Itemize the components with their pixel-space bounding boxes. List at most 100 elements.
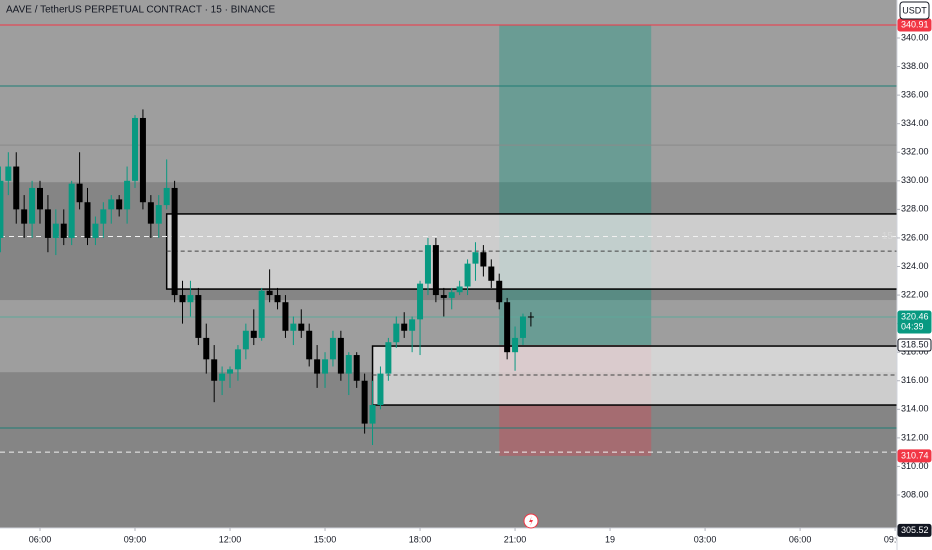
candle-body xyxy=(266,290,273,296)
candle-body xyxy=(424,245,431,284)
candle-body xyxy=(29,187,36,224)
candle-body xyxy=(456,286,463,293)
y-tick-label: 330.00 xyxy=(901,175,929,185)
y-tick-label: 334.00 xyxy=(901,118,929,128)
x-tick-label: 18:00 xyxy=(409,534,432,544)
candle-body xyxy=(432,245,439,296)
candle-body xyxy=(337,337,344,374)
candle-body xyxy=(274,295,281,303)
x-tick-label: 21:00 xyxy=(504,534,527,544)
candle-body xyxy=(187,295,194,303)
candle-body xyxy=(504,302,511,353)
candle-body xyxy=(314,359,321,374)
candle-body xyxy=(361,380,368,424)
candle-body xyxy=(440,295,447,298)
candle-body xyxy=(242,330,249,350)
candle-body xyxy=(155,205,162,224)
candle-body xyxy=(195,295,202,338)
candle-body xyxy=(250,330,257,338)
candle-body xyxy=(76,183,83,203)
x-tick-label: 03:00 xyxy=(694,534,717,544)
candle-body xyxy=(401,323,408,331)
price-tag-label: 320.46 xyxy=(901,311,929,321)
candle-body xyxy=(385,342,392,374)
price-tag-label: 318.50 xyxy=(901,339,929,349)
x-tick-label: 15:00 xyxy=(314,534,337,544)
y-tick-label: 310.00 xyxy=(901,461,929,471)
position-profit xyxy=(499,24,652,346)
candle-body xyxy=(345,355,352,374)
candle-body xyxy=(179,295,186,303)
candle-body xyxy=(512,337,519,353)
x-tick-label: 06:00 xyxy=(29,534,52,544)
candle-body xyxy=(377,373,384,406)
currency-button[interactable] xyxy=(899,1,930,20)
y-tick-label: 338.00 xyxy=(901,61,929,71)
replay-icon[interactable] xyxy=(523,513,539,529)
candle-body xyxy=(298,323,305,331)
plot: 15 xyxy=(0,24,897,528)
candle-body xyxy=(322,359,329,374)
candle-body xyxy=(219,373,226,381)
y-tick-label: 314.00 xyxy=(901,404,929,414)
axes: 308.00 310.00 312.00 314.00 316.00 318.00 320.… xyxy=(29,18,932,544)
y-tick-label: 324.00 xyxy=(901,261,929,271)
candle-body xyxy=(60,223,67,238)
candle-body xyxy=(480,252,487,267)
price-tag xyxy=(897,523,932,537)
candle-body xyxy=(124,180,131,210)
candle-body xyxy=(417,283,424,320)
y-tick-label: 340.00 xyxy=(901,32,929,42)
candle-body xyxy=(171,187,178,296)
candle-body xyxy=(448,292,455,298)
x-tick-label: 19 xyxy=(605,534,615,544)
candle-body xyxy=(472,252,479,264)
price-tag xyxy=(897,338,932,352)
y-tick-label: 318.00 xyxy=(901,347,929,357)
candle-body xyxy=(36,187,43,210)
candle-body xyxy=(353,355,360,381)
candle-body xyxy=(21,209,28,224)
candle-body xyxy=(290,323,297,331)
candle-body xyxy=(0,180,4,238)
candle-body xyxy=(92,223,99,238)
y-tick-label: 328.00 xyxy=(901,204,929,214)
candle-body xyxy=(211,359,218,381)
y-tick-label: 316.00 xyxy=(901,375,929,385)
candle-body xyxy=(527,316,534,318)
candle-body xyxy=(68,183,75,238)
candle-body xyxy=(464,263,471,287)
chart-title: AAVE / TetherUS PERPETUAL CONTRACT · 15 … xyxy=(6,5,275,16)
time-axis xyxy=(0,528,932,550)
price-tag-label: 305.52 xyxy=(901,525,929,535)
candle-body xyxy=(132,117,139,181)
candle-body xyxy=(329,337,336,360)
x-ticks: 06:00 09:00 12:00 15:00 18:00 21:00 19 03:00 06:… xyxy=(29,528,907,544)
y-tick-label: 322.00 xyxy=(901,289,929,299)
candle-body xyxy=(369,405,376,424)
candle-body xyxy=(496,280,503,303)
candle-body xyxy=(282,302,289,331)
x-tick-label: 09:00 xyxy=(884,534,907,544)
candle-body xyxy=(13,166,20,210)
x-tick-label: 12:00 xyxy=(219,534,242,544)
price-tag-label: 310.74 xyxy=(901,450,929,460)
candle-body xyxy=(519,316,526,338)
y-tick-label: 312.00 xyxy=(901,432,929,442)
candle-body xyxy=(306,330,313,360)
x-tick-label: 09:00 xyxy=(124,534,147,544)
candle-body xyxy=(100,209,107,224)
candle-body xyxy=(227,369,234,374)
candle-body xyxy=(52,223,59,238)
candle-body xyxy=(108,199,115,210)
price-tag xyxy=(897,449,932,463)
x-tick-label: 06:00 xyxy=(789,534,812,544)
candle-body xyxy=(116,199,123,210)
currency-label[interactable]: USDT xyxy=(902,5,927,15)
candle-body xyxy=(84,202,91,238)
candle-body xyxy=(163,187,170,206)
candle-body xyxy=(44,209,51,238)
price-tag xyxy=(897,310,932,334)
y-tick-label: 326.00 xyxy=(901,232,929,242)
